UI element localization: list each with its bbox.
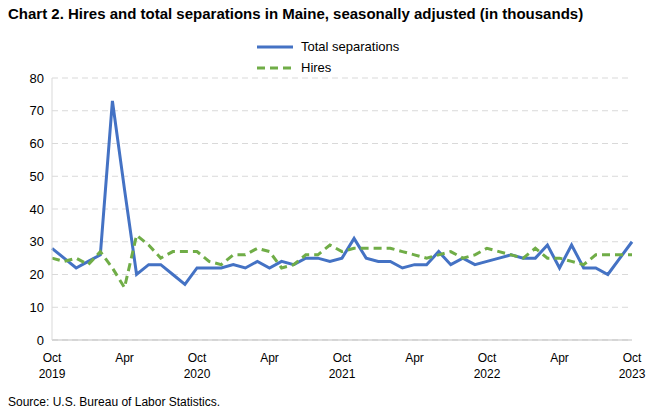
svg-text:Oct2019: Oct2019 xyxy=(39,351,66,381)
html-text:Total separations: Total separations xyxy=(301,39,400,54)
html-text:Source: U.S. Bureau of Labor S: Source: U.S. Bureau of Labor Statistics. xyxy=(8,395,221,409)
svg-text:Oct2020: Oct2020 xyxy=(184,351,211,381)
svg-text:Apr: Apr xyxy=(405,351,424,365)
svg-text:50: 50 xyxy=(30,169,44,184)
svg-text:Oct2021: Oct2021 xyxy=(329,351,356,381)
html-text:Hires: Hires xyxy=(301,60,332,75)
svg-text:10: 10 xyxy=(30,300,44,315)
svg-text:Apr: Apr xyxy=(115,351,134,365)
svg-text:40: 40 xyxy=(30,202,44,217)
svg-text:30: 30 xyxy=(30,234,44,249)
svg-text:Oct2023: Oct2023 xyxy=(619,351,646,381)
svg-text:0: 0 xyxy=(37,333,44,348)
svg-text:60: 60 xyxy=(30,136,44,151)
svg-text:70: 70 xyxy=(30,103,44,118)
svg-text:80: 80 xyxy=(30,71,44,86)
svg-text:Apr: Apr xyxy=(550,351,569,365)
svg-text:Apr: Apr xyxy=(260,351,279,365)
svg-text:Oct2022: Oct2022 xyxy=(474,351,501,381)
svg-text:20: 20 xyxy=(30,267,44,282)
html-text:Chart 2. Hires and total separ: Chart 2. Hires and total separations in … xyxy=(8,5,584,22)
